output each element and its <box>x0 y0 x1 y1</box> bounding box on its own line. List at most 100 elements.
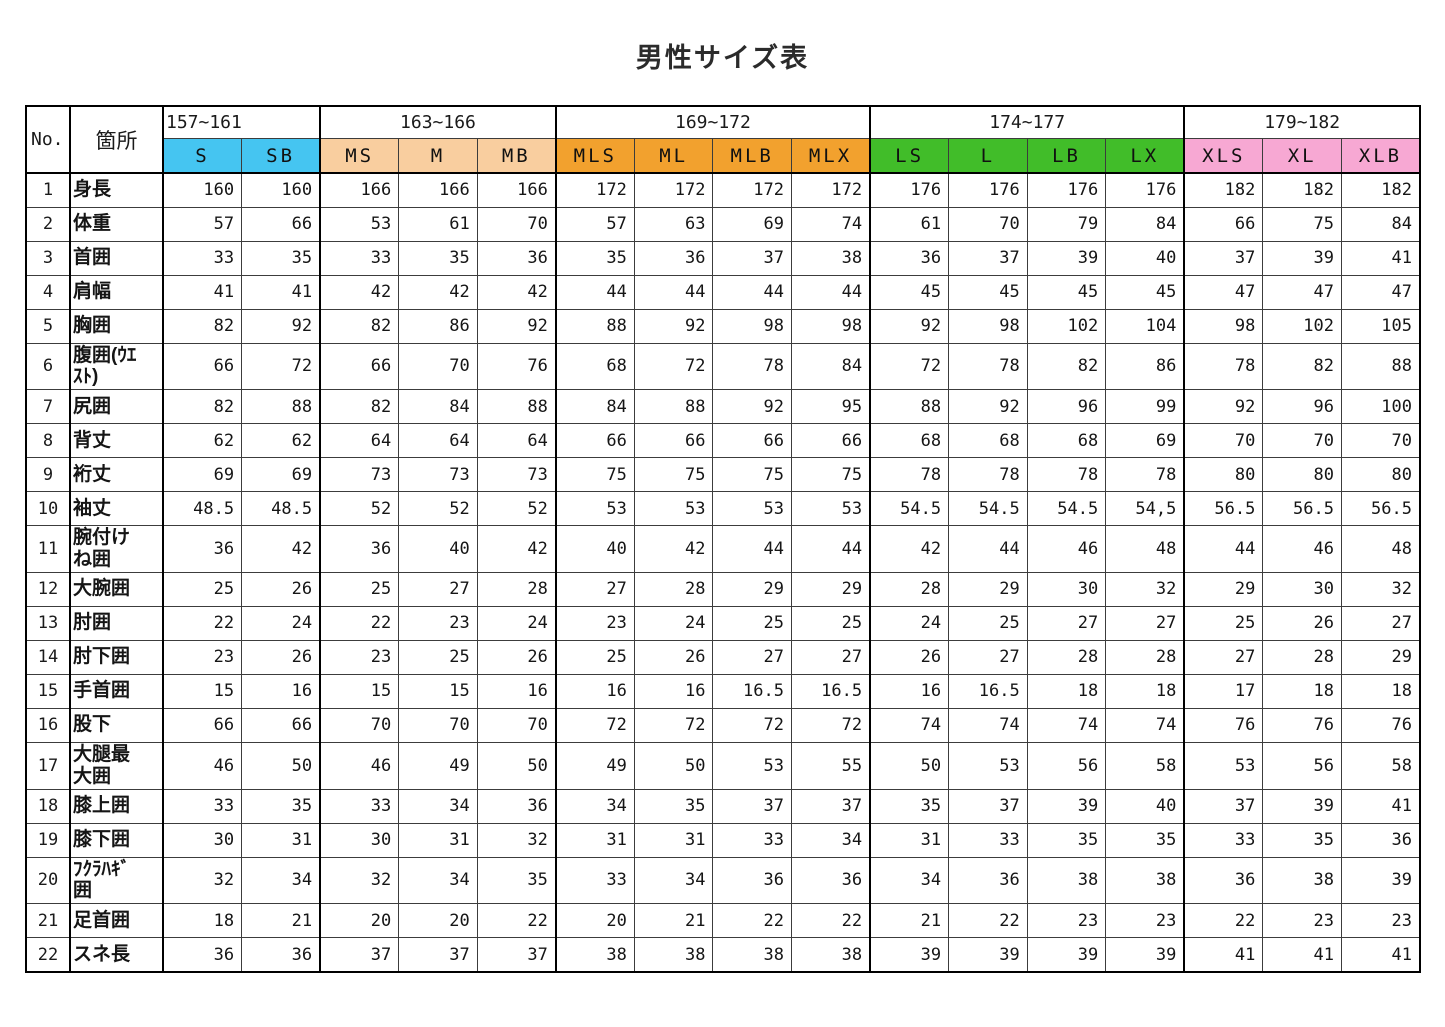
value-cell: 75 <box>554 457 635 493</box>
value-cell: 22 <box>712 903 792 939</box>
value-cell: 28 <box>869 571 950 607</box>
value-cell: 44 <box>554 274 635 310</box>
size-header-cell: MLB <box>712 138 792 174</box>
value-cell: 40 <box>554 525 635 573</box>
value-cell: 69 <box>241 457 321 493</box>
value-cell: 53 <box>712 491 792 527</box>
value-cell: 56 <box>1262 741 1342 790</box>
value-cell: 35 <box>869 788 950 824</box>
value-cell: 25 <box>712 605 792 641</box>
value-cell: 48 <box>1105 525 1185 573</box>
value-cell: 22 <box>948 903 1028 939</box>
row-number-cell: 18 <box>25 788 71 824</box>
value-cell: 92 <box>712 389 792 425</box>
value-cell: 35 <box>1026 822 1107 858</box>
value-cell: 78 <box>1183 342 1264 391</box>
value-cell: 28 <box>476 571 557 607</box>
value-cell: 88 <box>476 389 557 425</box>
value-cell: 24 <box>633 605 714 641</box>
value-cell: 64 <box>319 423 400 459</box>
value-cell: 182 <box>1183 172 1264 208</box>
value-cell: 23 <box>1262 903 1342 939</box>
row-label-cell: 首囲 <box>69 240 164 276</box>
value-cell: 88 <box>1340 342 1421 391</box>
value-cell: 21 <box>241 903 321 939</box>
row-label-cell: 体重 <box>69 206 164 242</box>
value-cell: 78 <box>948 342 1028 391</box>
value-cell: 35 <box>554 240 635 276</box>
table-row: 13 肘囲 22 24 22 23 24 23 24 25 25 24 25 27 27 25 26 27 <box>25 605 1421 641</box>
value-cell: 32 <box>1340 571 1421 607</box>
row-number-cell: 11 <box>25 525 71 573</box>
value-cell: 41 <box>162 274 243 310</box>
value-cell: 166 <box>476 172 557 208</box>
row-label-cell: 身長 <box>69 172 164 208</box>
size-header-cell: M <box>398 138 478 174</box>
value-cell: 40 <box>1105 240 1185 276</box>
value-cell: 38 <box>712 937 792 973</box>
value-cell: 35 <box>633 788 714 824</box>
value-cell: 37 <box>712 788 792 824</box>
row-label-cell: 尻囲 <box>69 389 164 425</box>
value-cell: 39 <box>1105 937 1185 973</box>
value-cell: 82 <box>319 308 400 344</box>
size-header-cell: XLS <box>1183 138 1264 174</box>
row-number-cell: 1 <box>25 172 71 208</box>
value-cell: 92 <box>1183 389 1264 425</box>
value-cell: 66 <box>633 423 714 459</box>
value-cell: 30 <box>1262 571 1342 607</box>
row-number-cell: 9 <box>25 457 71 493</box>
value-cell: 57 <box>554 206 635 242</box>
value-cell: 98 <box>1183 308 1264 344</box>
row-number-cell: 21 <box>25 903 71 939</box>
value-cell: 38 <box>1262 856 1342 905</box>
value-cell: 182 <box>1340 172 1421 208</box>
value-cell: 45 <box>869 274 950 310</box>
value-cell: 30 <box>162 822 243 858</box>
value-cell: 35 <box>241 788 321 824</box>
value-cell: 27 <box>398 571 478 607</box>
row-label-cell: 肘下囲 <box>69 639 164 675</box>
value-cell: 30 <box>1026 571 1107 607</box>
value-cell: 70 <box>1262 423 1342 459</box>
row-label-cell: 袖丈 <box>69 491 164 527</box>
value-cell: 92 <box>241 308 321 344</box>
row-number-cell: 10 <box>25 491 71 527</box>
value-cell: 32 <box>162 856 243 905</box>
value-cell: 36 <box>712 856 792 905</box>
value-cell: 69 <box>712 206 792 242</box>
value-cell: 17 <box>1183 673 1264 709</box>
value-cell: 74 <box>948 707 1028 743</box>
value-cell: 39 <box>1340 856 1421 905</box>
value-cell: 27 <box>791 639 871 675</box>
value-cell: 33 <box>319 788 400 824</box>
value-cell: 36 <box>948 856 1028 905</box>
value-cell: 40 <box>1105 788 1185 824</box>
value-cell: 41 <box>1340 788 1421 824</box>
row-label-cell: 膝上囲 <box>69 788 164 824</box>
height-range-header: 163~166 <box>319 105 557 139</box>
value-cell: 37 <box>319 937 400 973</box>
value-cell: 72 <box>633 707 714 743</box>
value-cell: 22 <box>162 605 243 641</box>
table-row: 21 足首囲 18 21 20 20 22 20 21 22 22 21 22 23 23 22 23 23 <box>25 903 1421 939</box>
value-cell: 68 <box>1026 423 1107 459</box>
value-cell: 166 <box>398 172 478 208</box>
value-cell: 86 <box>398 308 478 344</box>
value-cell: 26 <box>633 639 714 675</box>
value-cell: 38 <box>633 937 714 973</box>
value-cell: 26 <box>869 639 950 675</box>
value-cell: 98 <box>948 308 1028 344</box>
table-row: 10 袖丈 48.5 48.5 52 52 52 53 53 53 53 54.5 54.5 54.5 54… <box>25 491 1421 527</box>
value-cell: 44 <box>712 274 792 310</box>
size-header-cell: MB <box>476 138 557 174</box>
row-label-cell: 膝下囲 <box>69 822 164 858</box>
value-cell: 27 <box>1026 605 1107 641</box>
value-cell: 28 <box>1105 639 1185 675</box>
value-cell: 38 <box>791 937 871 973</box>
value-cell: 78 <box>712 342 792 391</box>
value-cell: 27 <box>1340 605 1421 641</box>
value-cell: 53 <box>633 491 714 527</box>
value-cell: 53 <box>319 206 400 242</box>
value-cell: 29 <box>948 571 1028 607</box>
